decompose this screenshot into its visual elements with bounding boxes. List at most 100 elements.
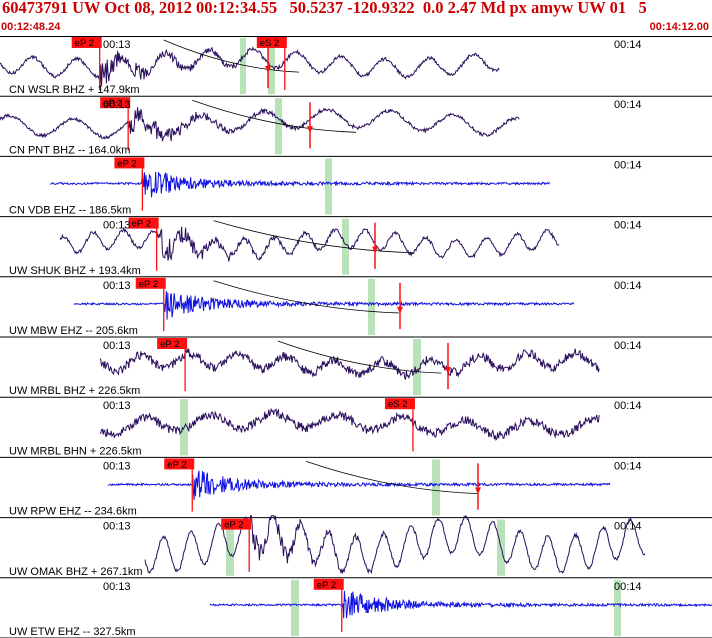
- arrival-arrow-icon: [397, 306, 403, 314]
- pick-marker[interactable]: eP 2: [313, 578, 344, 632]
- arrival-arrow-icon: [307, 126, 313, 134]
- pick-box: [384, 398, 415, 410]
- station-label: UW MBW EHZ -- 205.6km: [9, 325, 138, 337]
- waveform: [99, 347, 600, 381]
- pick-marker[interactable]: eP 2: [114, 157, 145, 211]
- station-label: UW MRBL BHZ + 226.5km: [9, 385, 140, 397]
- trace-mrbl-bhz[interactable]: eP 2 00:13 00:14 UW MRBL BHZ + 226.5km: [0, 338, 712, 398]
- trace-start-time: 00:13: [103, 340, 131, 352]
- pick-box: [157, 338, 188, 349]
- waveform: [59, 226, 560, 262]
- trace-end-time: 00:14: [614, 220, 642, 232]
- end-time: 00:14:12.00: [649, 21, 709, 33]
- pick-box: [128, 217, 159, 229]
- start-time: 00:12:48.24: [1, 21, 61, 33]
- pick-label: eP 2: [317, 580, 336, 591]
- station-label: CN PNT BHZ -- 164.0km: [9, 144, 130, 156]
- arrival-window: [291, 579, 299, 636]
- waveform: [107, 470, 611, 500]
- pick-marker[interactable]: eP 2: [135, 277, 166, 331]
- waveform: [144, 515, 646, 575]
- trace-end-time: 00:14: [614, 280, 642, 292]
- station-label: CN VDB EHZ -- 186.5km: [9, 205, 131, 217]
- arrival-arrow-icon: [265, 66, 271, 73]
- arrival-window: [342, 218, 349, 275]
- trace-pnt[interactable]: eP 200:13 00:14 CN PNT BHZ -- 164.0km: [0, 97, 712, 157]
- trace-end-time: 00:14: [614, 581, 642, 593]
- moveout-curve: [213, 220, 413, 254]
- trace-mrbl-bhn[interactable]: eS 2 00:13 00:14 UW MRBL BHN + 226.5km: [0, 398, 712, 458]
- trace-start-time: 00:13: [103, 39, 131, 51]
- pick-marker[interactable]: eP 2: [157, 338, 188, 392]
- trace-vdb[interactable]: eP 2 00:14 CN VDB EHZ -- 186.5km: [0, 157, 712, 218]
- event-title: 60473791 UW Oct 08, 2012 00:12:34.55 50.…: [2, 0, 647, 17]
- trace-start-time: 00:13: [103, 99, 131, 111]
- pick-marker[interactable]: eS 2: [384, 398, 415, 452]
- trace-end-time: 00:14: [614, 159, 642, 171]
- arrival-window: [275, 98, 282, 155]
- trace-omak[interactable]: eP 2 00:13 00:14 UW OMAK BHZ + 267.1km: [0, 515, 712, 579]
- arrival-arrow-icon: [475, 487, 481, 495]
- pick-label: eP 2: [160, 339, 179, 350]
- station-label: UW MRBL BHN + 226.5km: [9, 445, 142, 457]
- pick-box: [71, 37, 102, 48]
- waveform: [0, 107, 520, 142]
- trace-end-time: 00:14: [614, 99, 642, 111]
- moveout-curve: [163, 39, 300, 73]
- pick-label: eP 2: [103, 98, 122, 109]
- arrival-window: [432, 459, 440, 516]
- arrival-arrow-icon: [445, 367, 451, 374]
- pick-box: [164, 458, 195, 470]
- arrival-window: [413, 339, 421, 396]
- waveform: [49, 170, 551, 198]
- trace-start-time: 00:13: [103, 460, 131, 472]
- arrival-window: [368, 278, 375, 335]
- trace-shuk[interactable]: eP 200:13 00:14 UW SHUK BHZ + 193.4km: [0, 217, 712, 278]
- moveout-curve: [192, 99, 357, 133]
- trace-start-time: 00:13: [103, 220, 131, 232]
- pick-label: eS 2: [260, 38, 280, 49]
- pick-box: [313, 578, 344, 590]
- pick-label: eP 2: [117, 158, 136, 169]
- pick-marker[interactable]: eS 2: [256, 37, 287, 91]
- station-label: UW SHUK BHZ + 193.4km: [9, 265, 141, 277]
- arrival-window: [240, 38, 246, 95]
- pick-label: eP 2: [224, 520, 243, 531]
- trace-start-time: 00:13: [103, 400, 131, 412]
- header-bar: 60473791 UW Oct 08, 2012 00:12:34.55 50.…: [0, 0, 712, 36]
- waveform: [99, 407, 600, 441]
- pick-marker[interactable]: eP 2: [221, 518, 252, 572]
- pick-label: eP 2: [139, 279, 158, 290]
- arrival-window: [325, 158, 332, 215]
- moveout-curve: [277, 340, 442, 374]
- trace-end-time: 00:14: [614, 400, 642, 412]
- moveout-curve: [306, 461, 478, 494]
- pick-box: [114, 157, 145, 169]
- pick-marker[interactable]: eP 2: [164, 458, 195, 512]
- pick-marker[interactable]: eP 2: [128, 217, 159, 271]
- pick-label: eS 2: [388, 399, 408, 410]
- arrival-window: [226, 519, 234, 576]
- pick-box: [256, 37, 287, 48]
- station-label: UW RPW EHZ -- 234.6km: [9, 506, 137, 518]
- waveform: [209, 590, 712, 619]
- trace-etw[interactable]: eP 2 00:13 00:14 UW ETW EHZ -- 327.5km: [0, 578, 712, 638]
- trace-mbw[interactable]: eP 2 00:13 00:14 UW MBW EHZ -- 205.6km: [0, 277, 712, 338]
- moveout-curve: [213, 280, 399, 314]
- station-label: UW ETW EHZ -- 327.5km: [9, 626, 136, 638]
- station-label: UW OMAK BHZ + 267.1km: [9, 566, 143, 578]
- pick-label: eP 2: [132, 219, 151, 230]
- waveform: [73, 290, 575, 320]
- arrival-window: [614, 579, 621, 636]
- pick-marker[interactable]: eP 2: [100, 97, 131, 151]
- trace-end-time: 00:14: [614, 340, 642, 352]
- trace-rpw[interactable]: eP 2 00:13 00:14 UW RPW EHZ -- 234.6km: [0, 458, 712, 519]
- trace-wslr[interactable]: eP 2 eS 2 00:13 00:14 CN WSLR BHZ + 147.9km: [0, 37, 712, 97]
- pick-box: [221, 518, 252, 530]
- pick-marker[interactable]: eP 2: [71, 37, 102, 91]
- station-label: CN WSLR BHZ + 147.9km: [9, 84, 140, 96]
- arrival-arrow-icon: [372, 246, 378, 254]
- trace-end-time: 00:14: [614, 460, 642, 472]
- waveform: [0, 46, 500, 90]
